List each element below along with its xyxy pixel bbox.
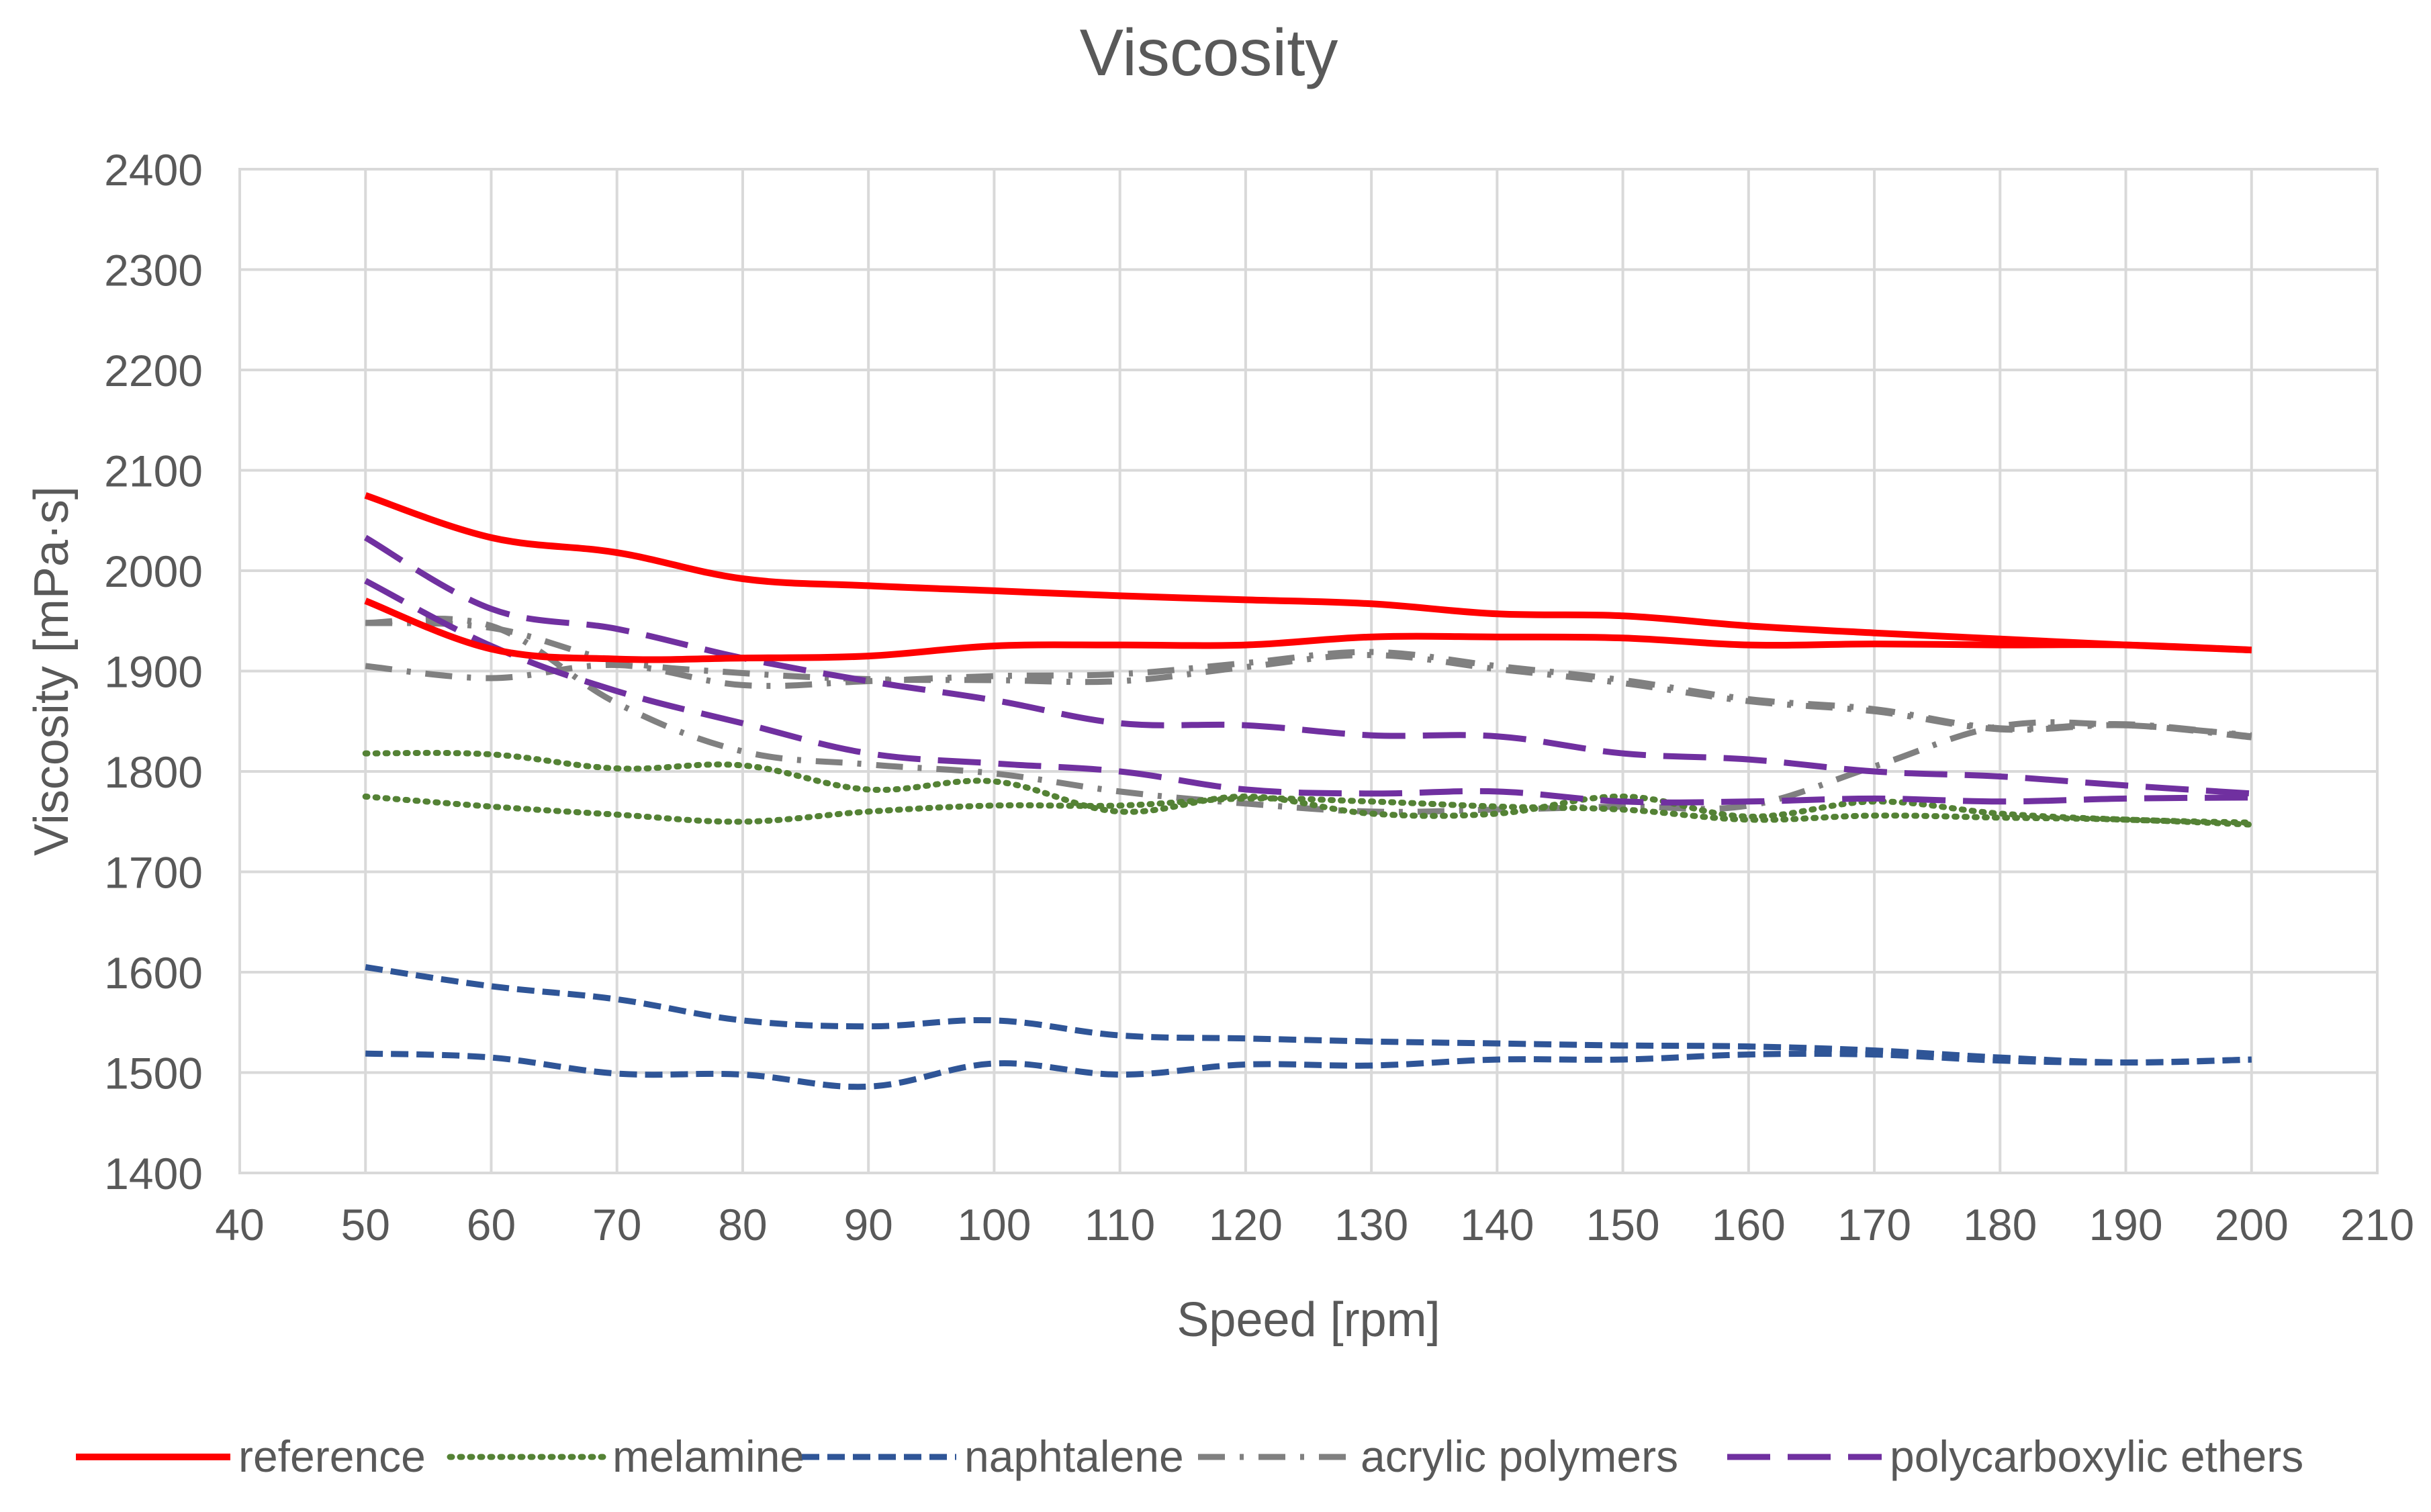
- tick-labels: 40 50 60 70 80 90 100 110 120 130 140 150 160 170 180 1…: [104, 145, 2414, 1249]
- y-tick-label: 1400: [104, 1149, 203, 1198]
- x-tick-label: 50: [341, 1200, 390, 1249]
- y-tick-label: 2400: [104, 145, 203, 195]
- legend-label-naphtalene: naphtalene: [964, 1431, 1184, 1481]
- x-tick-label: 150: [1586, 1200, 1660, 1249]
- y-tick-label: 2300: [104, 246, 203, 295]
- x-tick-label: 180: [1963, 1200, 2037, 1249]
- series-line-acrylic-polymers: [365, 649, 2252, 740]
- series-line-melamine: [362, 749, 2255, 826]
- legend-label-acrylic-polymers: acrylic polymers: [1361, 1431, 1678, 1481]
- x-tick-label: 80: [718, 1200, 767, 1249]
- series-line-naphtalene: [365, 1050, 2252, 1090]
- x-tick-label: 210: [2340, 1200, 2414, 1249]
- x-tick-label: 190: [2089, 1200, 2162, 1249]
- x-tick-label: 170: [1837, 1200, 1911, 1249]
- x-tick-label: 40: [215, 1200, 264, 1249]
- y-tick-label: 1800: [104, 747, 203, 797]
- x-tick-label: 200: [2215, 1200, 2289, 1249]
- chart-title: Viscosity: [1080, 15, 1338, 89]
- x-tick-label: 140: [1460, 1200, 1534, 1249]
- plot-area-frame: [238, 168, 2379, 1174]
- series-line-naphtalene: [365, 964, 2252, 1066]
- x-tick-label: 130: [1334, 1200, 1408, 1249]
- series-line-acrylic-polymers: [365, 616, 2252, 815]
- y-axis-title: Viscosity [mPa·s]: [25, 486, 79, 856]
- x-tick-label: 120: [1209, 1200, 1283, 1249]
- y-tick-label: 1500: [104, 1049, 203, 1098]
- x-tick-label: 70: [592, 1200, 641, 1249]
- x-tick-label: 110: [1085, 1200, 1155, 1249]
- x-tick-label: 60: [467, 1200, 516, 1249]
- y-tick-label: 2200: [104, 346, 203, 395]
- series-line-reference: [364, 598, 2252, 663]
- legend-label-polycarboxylic-ethers: polycarboxylic ethers: [1890, 1431, 2303, 1481]
- legend-label-reference: reference: [238, 1431, 426, 1481]
- series-line-melamine: [362, 793, 2255, 828]
- y-tick-label: 1900: [104, 647, 203, 697]
- legend-label-melamine: melamine: [612, 1431, 805, 1481]
- series-lines: [362, 492, 2255, 1090]
- x-tick-label: 160: [1712, 1200, 1786, 1249]
- series-line-polycarboxylic-ethers: [364, 578, 2252, 806]
- legend: reference melamine naphtalene acrylic polym…: [76, 1431, 2303, 1481]
- x-tick-label: 100: [957, 1200, 1031, 1249]
- y-tick-label: 2000: [104, 547, 203, 596]
- series-line-reference: [364, 492, 2252, 654]
- y-tick-label: 2100: [104, 446, 203, 496]
- y-tick-label: 1600: [104, 948, 203, 998]
- y-tick-label: 1700: [104, 848, 203, 898]
- x-axis-title: Speed [rpm]: [1177, 1293, 1440, 1347]
- series-line-polycarboxylic-ethers: [363, 534, 2252, 797]
- x-tick-label: 90: [843, 1200, 892, 1249]
